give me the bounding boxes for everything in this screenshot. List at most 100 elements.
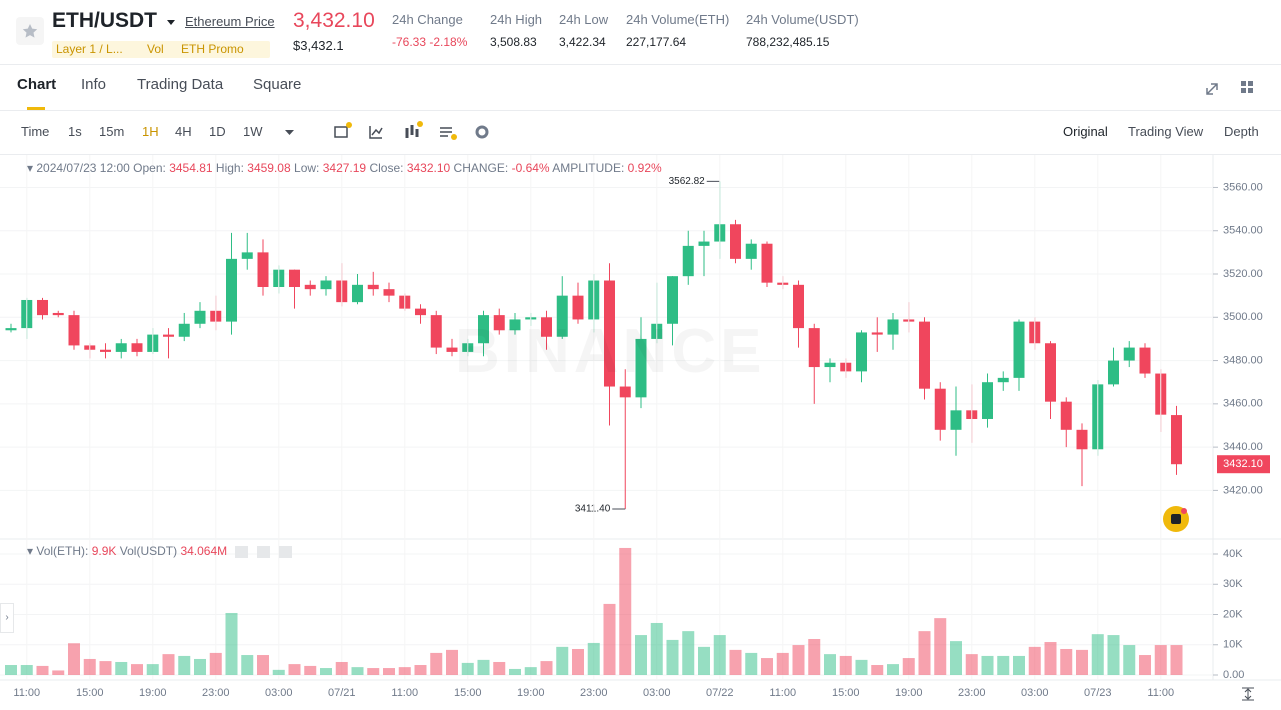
x-tick-label: 23:00 bbox=[202, 687, 230, 699]
tab[interactable]: Trading Data bbox=[137, 76, 224, 93]
interval[interactable]: 1H bbox=[142, 124, 159, 139]
annotation-label: 3411.40 bbox=[575, 504, 611, 515]
volume-bar bbox=[477, 659, 490, 675]
tag[interactable]: Vol bbox=[147, 42, 164, 56]
info-value: 3427.19 bbox=[322, 161, 367, 175]
last-price-tag bbox=[1217, 455, 1270, 474]
favorite-button[interactable] bbox=[16, 17, 44, 45]
volume-bar bbox=[461, 662, 474, 675]
volume-bar bbox=[430, 652, 443, 675]
symbol[interactable]: ETH/USDT bbox=[52, 9, 157, 32]
tab[interactable]: Square bbox=[253, 76, 302, 93]
volume-bar bbox=[619, 547, 632, 675]
candle-body bbox=[367, 284, 379, 290]
candle-body bbox=[163, 334, 174, 337]
volume-bar bbox=[1123, 645, 1136, 675]
volume-bar bbox=[682, 631, 695, 675]
y-tick-label: 3540.00 bbox=[1223, 225, 1263, 237]
interval[interactable]: 4H bbox=[175, 124, 192, 139]
volume-bar bbox=[272, 669, 285, 675]
tag-strip bbox=[52, 41, 270, 58]
candle-body bbox=[178, 323, 190, 337]
candle-body bbox=[5, 328, 17, 331]
volume-bar bbox=[1091, 634, 1104, 675]
vol-value: 9.9K bbox=[91, 544, 117, 558]
candle-body bbox=[761, 243, 773, 283]
symbol-caret[interactable] bbox=[166, 17, 176, 27]
x-tick-label: 11:00 bbox=[769, 687, 796, 699]
view-option[interactable]: Original bbox=[1063, 124, 1108, 139]
tag[interactable]: ETH Promo bbox=[181, 42, 244, 56]
stat-value: 3,422.34 bbox=[559, 35, 606, 49]
pane-icons[interactable] bbox=[1205, 80, 1255, 96]
volume-bar bbox=[587, 642, 600, 675]
candle-body bbox=[1060, 401, 1072, 430]
info-value: 0.92% bbox=[627, 161, 662, 175]
view-option[interactable]: Depth bbox=[1224, 124, 1259, 139]
candle-body bbox=[808, 328, 820, 368]
candle-body bbox=[115, 343, 127, 352]
candle-body bbox=[1171, 415, 1182, 465]
volume-bar bbox=[997, 655, 1010, 675]
x-tick-label: 15:00 bbox=[76, 687, 104, 699]
y-tick-label: 20K bbox=[1223, 608, 1243, 620]
price-link[interactable]: Ethereum Price bbox=[185, 14, 275, 29]
volume-bar bbox=[635, 635, 647, 675]
candle-body bbox=[793, 284, 804, 329]
stat-label: 24h Volume(USDT) bbox=[746, 12, 859, 27]
volume-bar bbox=[981, 655, 994, 675]
y-tick-label: 10K bbox=[1223, 639, 1243, 651]
stat-label: 24h High bbox=[490, 12, 543, 27]
candle-body bbox=[320, 280, 332, 290]
candle-body bbox=[304, 284, 316, 290]
caret: ▾ bbox=[27, 161, 34, 175]
interval[interactable]: 1s bbox=[68, 124, 82, 139]
volume-bar bbox=[650, 622, 663, 675]
side-handle[interactable]: › bbox=[0, 603, 14, 633]
volume-bar bbox=[524, 667, 537, 675]
volume-bar bbox=[288, 664, 301, 675]
vol-icon[interactable] bbox=[279, 545, 293, 558]
x-tick-label: 23:00 bbox=[580, 687, 608, 699]
candle-body bbox=[478, 315, 489, 344]
floating-button[interactable] bbox=[1163, 506, 1189, 532]
interval[interactable]: 15m bbox=[99, 124, 125, 139]
y-tick-label: 3440.00 bbox=[1223, 441, 1263, 453]
volume-bar bbox=[335, 661, 348, 675]
tool-icons[interactable] bbox=[332, 120, 492, 142]
last-price: 3,432.10 bbox=[293, 9, 375, 32]
volume-bar bbox=[20, 665, 33, 675]
volume-bar bbox=[934, 618, 947, 675]
annotation-label: 3562.82 bbox=[669, 176, 706, 187]
candle-body bbox=[289, 269, 300, 287]
interval-caret[interactable] bbox=[284, 127, 296, 137]
caret: ▾ bbox=[27, 544, 34, 558]
interval[interactable]: 1D bbox=[209, 124, 226, 139]
volume-bar bbox=[146, 664, 159, 675]
scale-icon[interactable] bbox=[1240, 686, 1256, 702]
y-tick-label: 3520.00 bbox=[1223, 268, 1263, 280]
candle-body bbox=[430, 315, 442, 348]
volume-bar bbox=[808, 639, 821, 675]
volume-bar bbox=[367, 668, 380, 675]
stat-value: 788,232,485.15 bbox=[746, 35, 830, 49]
interval[interactable]: Time bbox=[21, 124, 50, 139]
interval[interactable]: 1W bbox=[243, 124, 263, 139]
candle-body bbox=[698, 241, 710, 246]
volume-bar bbox=[745, 652, 758, 675]
x-tick-label: 03:00 bbox=[643, 687, 671, 699]
tab[interactable]: Chart bbox=[17, 76, 57, 93]
vol-icon[interactable] bbox=[234, 545, 248, 558]
tab[interactable]: Info bbox=[81, 76, 107, 93]
vol-icon[interactable] bbox=[256, 545, 270, 558]
candle-body bbox=[100, 349, 111, 352]
volume-bar bbox=[871, 665, 884, 675]
floating-icon bbox=[1171, 508, 1187, 524]
view-option[interactable]: Trading View bbox=[1128, 124, 1204, 139]
candle-body bbox=[493, 315, 505, 331]
x-tick-label: 11:00 bbox=[13, 687, 40, 699]
volume-bar bbox=[383, 668, 395, 675]
tag[interactable]: Layer 1 / L... bbox=[56, 42, 123, 56]
